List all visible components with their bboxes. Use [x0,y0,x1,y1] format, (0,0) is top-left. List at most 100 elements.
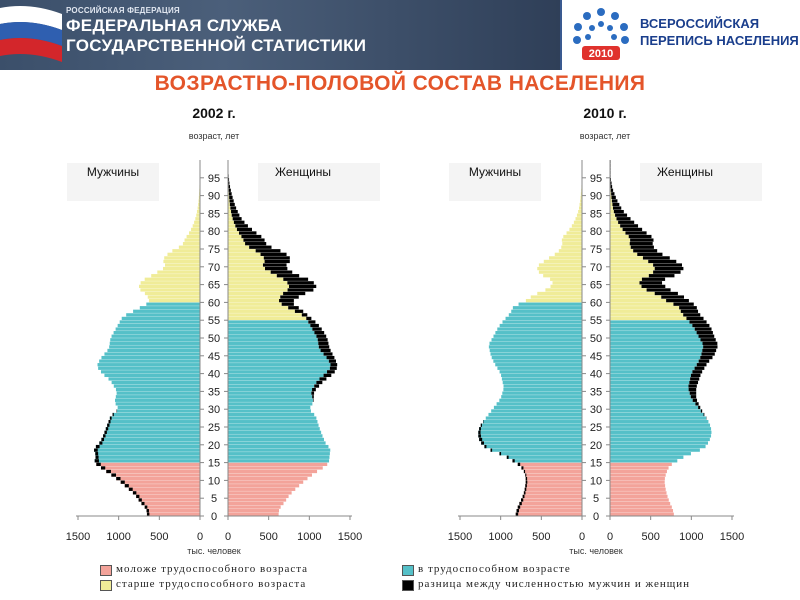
difference-bar [630,245,654,249]
xtick-label: 1500 [338,531,362,543]
female-bar [610,359,699,363]
female-bar [610,252,638,256]
female-bar [228,259,265,264]
female-bar [228,220,234,224]
female-bar [610,412,704,417]
male-bar [561,238,582,242]
difference-bar [478,430,481,434]
header-line2: ГОСУДАРСТВЕННОЙ СТАТИСТИКИ [66,36,367,55]
male-bar [197,206,200,210]
female-bar [228,313,302,317]
ytick-label: 90 [590,191,602,203]
female-bar [228,291,284,296]
male-bar [103,434,200,438]
male-bar [144,505,200,509]
female-bar [610,494,668,499]
male-bar [128,487,200,491]
difference-bar [480,423,482,427]
ytick-label: 0 [593,511,599,523]
female-bar [610,501,671,506]
difference-bar [99,441,103,445]
difference-bar [689,391,697,395]
male-bar [495,363,582,367]
difference-bar [692,398,698,402]
female-bar [610,455,684,459]
male-bar [512,306,582,310]
difference-bar [228,188,231,192]
difference-bar [318,341,329,345]
difference-bar [696,363,707,367]
male-bar [578,209,582,214]
male-bar [198,199,200,203]
female-bar [228,398,313,402]
difference-bar [283,291,306,296]
male-bar [101,355,200,360]
male-bar [550,277,582,281]
female-bar [610,430,712,434]
difference-bar [255,249,281,253]
female-bar [610,512,674,516]
difference-bar [641,277,666,281]
female-bar [228,373,324,378]
ytick-label: 20 [208,440,220,452]
difference-bar [484,444,487,449]
female-bar [610,505,672,509]
female-bar [228,434,323,438]
female-bar [228,249,256,253]
male-bar [530,295,582,299]
xtick-label: 1000 [679,531,703,543]
female-bar [610,384,689,388]
female-bar [610,345,704,349]
female-bar [228,366,330,370]
female-bar [228,227,237,232]
female-bar [610,462,672,467]
legend-swatch-old [100,580,112,591]
male-bar [189,231,200,235]
male-bar [525,473,582,477]
male-bar [519,501,582,506]
pyramid-0: 2002 г. возраст, лет Мужчины Женщины 0 5 10 15 2… [66,105,380,557]
difference-bar [138,498,142,502]
male-bar [573,220,582,224]
female-bar [228,380,317,385]
female-bar [610,427,712,431]
female-bar [610,231,626,235]
female-bar [610,395,691,399]
male-bar [115,395,200,399]
female-bar [228,466,323,470]
male-bar [499,452,582,456]
female-bar [228,270,271,274]
male-bar [488,412,582,417]
male-bar [491,409,582,413]
male-bar [493,334,582,338]
male-bar [116,409,200,413]
male-bar [481,441,582,445]
female-bar [610,309,681,313]
male-bar [580,199,582,203]
female-bar [610,217,617,221]
male-bar [108,420,200,424]
female-bar [610,370,693,374]
difference-bar [689,320,707,324]
ytick-label: 55 [208,315,220,327]
female-bar [610,259,649,264]
male-bar [182,242,200,246]
female-bar [228,437,324,442]
male-bar [499,323,582,328]
male-bar [105,427,200,431]
male-bar [116,476,200,481]
male-bar [146,512,200,516]
female-bar [228,209,232,214]
female-bar [610,242,630,246]
male-bar [501,377,582,381]
difference-bar [611,192,615,196]
difference-bar [683,313,701,317]
male-bar [554,252,582,256]
difference-bar [231,213,240,217]
female-bar [228,441,326,445]
female-bar [610,266,655,271]
ytick-label: 35 [208,386,220,398]
ytick-label: 55 [590,315,602,327]
female-bar [228,323,311,328]
